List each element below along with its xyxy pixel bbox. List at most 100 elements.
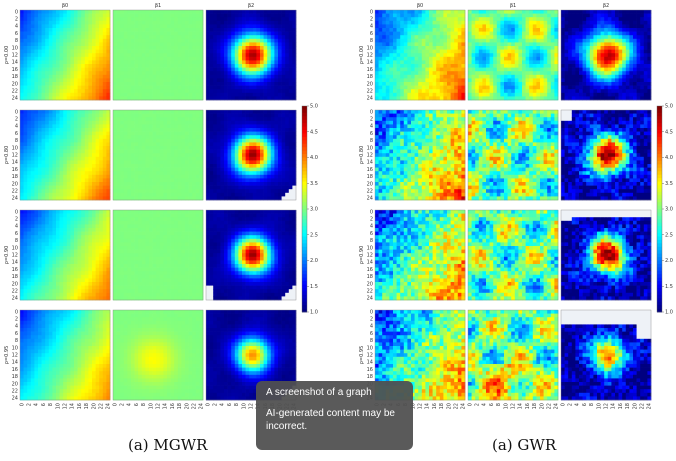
heatmap-cell [106, 113, 111, 118]
heatmap-cell [134, 13, 139, 18]
heatmap-cell [63, 17, 68, 22]
heatmap-cell [177, 185, 182, 190]
heatmap-cell [70, 171, 75, 176]
heatmap-cell [38, 346, 42, 350]
heatmap-cell [177, 146, 182, 150]
heatmap-cell [149, 74, 153, 79]
y-tick-label: 10 [12, 45, 18, 51]
heatmap-cell [134, 89, 139, 94]
heatmap-cell [131, 271, 135, 276]
heatmap-cell [174, 313, 179, 318]
x-tick-label: 10 [55, 403, 61, 409]
heatmap-cell [177, 96, 182, 101]
heatmap-cell [99, 335, 104, 340]
heatmap-cell [84, 274, 89, 279]
heatmap-cell [145, 31, 150, 36]
heatmap-cell [102, 274, 107, 279]
heatmap-cell [38, 324, 42, 329]
heatmap-cell [188, 260, 193, 265]
heatmap-cell [106, 367, 111, 372]
heatmap-cell [66, 310, 71, 314]
heatmap-cell [134, 71, 139, 76]
row-label: ρ=0.00 [4, 46, 10, 65]
heatmap-cell [81, 17, 86, 22]
heatmap-cell [84, 20, 89, 25]
heatmap-cell [41, 364, 46, 368]
heatmap-cell [34, 192, 39, 197]
heatmap-cell [113, 242, 117, 247]
heatmap-cell [99, 53, 104, 58]
heatmap-cell [123, 189, 128, 194]
heatmap-cell [99, 56, 104, 61]
heatmap-cell [27, 213, 32, 218]
heatmap-cell [141, 138, 146, 143]
heatmap-cell [199, 142, 204, 147]
heatmap-cell [149, 364, 153, 368]
heatmap-cell [170, 196, 175, 201]
heatmap-cell [52, 35, 57, 40]
heatmap-cell [181, 167, 186, 172]
heatmap-cell [77, 138, 82, 143]
x-tick-label: 20 [91, 403, 97, 409]
heatmap-cell [20, 120, 24, 125]
heatmap-cell [120, 110, 125, 114]
heatmap-cell [34, 71, 39, 76]
heatmap-cell [134, 335, 139, 340]
heatmap-cell [34, 296, 39, 301]
heatmap-cell [77, 278, 82, 283]
heatmap-cell [152, 310, 157, 314]
heatmap-cell [199, 110, 204, 114]
heatmap-cell [116, 142, 121, 147]
heatmap-cell [120, 156, 125, 161]
heatmap-cell [152, 289, 157, 294]
heatmap-cell [181, 120, 186, 125]
heatmap-cell [102, 320, 107, 325]
heatmap-cell [149, 235, 153, 240]
heatmap-cell [34, 85, 39, 90]
heatmap-cell [149, 246, 153, 250]
heatmap-cell [131, 113, 135, 118]
heatmap-cell [167, 264, 171, 268]
heatmap-cell [45, 153, 50, 158]
heatmap-cell [188, 85, 193, 90]
heatmap-cell [70, 260, 75, 265]
heatmap-cell [34, 382, 39, 386]
heatmap-cell [188, 313, 193, 318]
heatmap-cell [131, 231, 135, 236]
heatmap-cell [145, 282, 150, 286]
heatmap-cell [27, 138, 32, 143]
heatmap-cell [120, 289, 125, 294]
heatmap-cell [99, 153, 104, 158]
heatmap-cell [84, 135, 89, 140]
heatmap-cell [120, 385, 125, 390]
heatmap-cell [123, 120, 128, 125]
heatmap-cell [52, 67, 57, 72]
heatmap-cell [23, 89, 28, 94]
heatmap-cell [177, 256, 182, 261]
heatmap-cell [102, 149, 107, 154]
heatmap-cell [134, 242, 139, 247]
heatmap-cell [152, 49, 157, 54]
heatmap-cell [59, 278, 64, 283]
heatmap-cell [116, 220, 121, 225]
heatmap-cell [88, 267, 93, 272]
heatmap-cell [199, 138, 204, 143]
heatmap-cell [95, 342, 100, 347]
heatmap-cell [81, 217, 86, 222]
heatmap-cell [123, 217, 128, 222]
heatmap-cell [156, 171, 161, 176]
heatmap-cell [34, 213, 39, 218]
heatmap-cell [99, 128, 104, 132]
heatmap-cell [38, 389, 42, 394]
heatmap-cell [45, 374, 50, 379]
heatmap-cell [30, 231, 35, 236]
heatmap-cell [141, 320, 146, 325]
heatmap-cell [74, 271, 78, 276]
heatmap-cell [23, 49, 28, 54]
heatmap-cell [99, 74, 104, 79]
heatmap-cell [181, 246, 186, 250]
heatmap-cell [167, 253, 171, 258]
heatmap-cell [99, 82, 104, 86]
heatmap-cell [84, 10, 89, 14]
heatmap-cell [145, 217, 150, 222]
